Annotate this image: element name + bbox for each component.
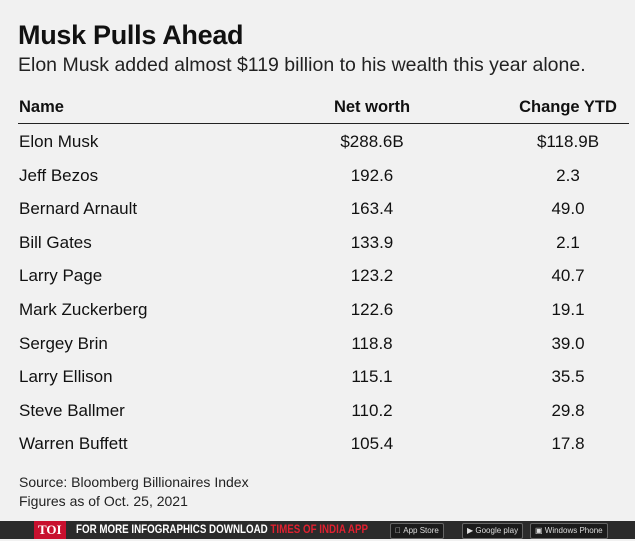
header-net-worth: Net worth bbox=[333, 98, 411, 116]
footer-banner: TOI FOR MORE INFOGRAPHICS DOWNLOAD TIMES… bbox=[0, 521, 635, 539]
cell-net-worth: 105.4 bbox=[350, 434, 394, 454]
table-row: Warren Buffett 105.4 17.8 bbox=[0, 434, 635, 467]
cell-net-worth: 110.2 bbox=[351, 400, 393, 420]
cell-name: Warren Buffett bbox=[19, 434, 128, 454]
header-divider bbox=[18, 123, 629, 124]
table-row: Bill Gates 133.9 2.1 bbox=[0, 233, 635, 266]
cell-name: Steve Ballmer bbox=[19, 400, 125, 420]
cell-net-worth: 133.9 bbox=[350, 232, 394, 252]
toi-logo: TOI bbox=[34, 521, 66, 539]
promo-red: TIMES OF INDIA APP bbox=[270, 524, 368, 536]
cell-name: Sergey Brin bbox=[19, 333, 108, 353]
cell-change-ytd: 29.8 bbox=[551, 400, 585, 420]
cell-net-worth: 122.6 bbox=[350, 300, 394, 319]
cell-change-ytd: $118.9B bbox=[536, 132, 600, 151]
cell-change-ytd: 35.5 bbox=[551, 367, 585, 387]
cell-name: Jeff Bezos bbox=[19, 165, 99, 185]
subtitle: Elon Musk added almost $119 billion to h… bbox=[18, 54, 586, 76]
cell-name: Bill Gates bbox=[19, 232, 92, 252]
cell-name: Bernard Arnault bbox=[19, 199, 138, 219]
promo-white: FOR MORE INFOGRAPHICS DOWNLOAD bbox=[75, 524, 271, 536]
table-row: Jeff Bezos 192.6 2.3 bbox=[0, 166, 635, 199]
header-change-ytd: Change YTD bbox=[519, 98, 617, 116]
cell-name: Mark Zuckerberg bbox=[19, 300, 148, 319]
cell-change-ytd: 17.8 bbox=[551, 434, 585, 454]
cell-net-worth: 118.8 bbox=[351, 333, 393, 353]
cell-name: Larry Ellison bbox=[19, 367, 113, 387]
cell-name: Elon Musk bbox=[19, 132, 99, 151]
table-row: Elon Musk $288.6B $118.9B bbox=[0, 132, 635, 165]
cell-change-ytd: 2.3 bbox=[556, 165, 580, 185]
cell-change-ytd: 39.0 bbox=[551, 333, 585, 353]
google-play-badge[interactable]: ▶ Google play bbox=[462, 523, 524, 539]
windows-phone-badge[interactable]: ▣ Windows Phone bbox=[530, 523, 608, 539]
cell-change-ytd: 40.7 bbox=[551, 266, 585, 286]
cell-change-ytd: 19.1 bbox=[551, 300, 585, 319]
source-note: Source: Bloomberg Billionaires Index bbox=[19, 474, 249, 490]
cell-net-worth: $288.6B bbox=[340, 132, 404, 151]
cell-net-worth: 123.2 bbox=[350, 266, 394, 286]
app-store-label: App Store bbox=[395, 526, 439, 535]
table-row: Larry Page 123.2 40.7 bbox=[0, 266, 635, 299]
cell-net-worth: 115.1 bbox=[351, 367, 393, 387]
table-row: Bernard Arnault 163.4 49.0 bbox=[0, 199, 635, 232]
date-note: Figures as of Oct. 25, 2021 bbox=[19, 493, 188, 509]
promo-text: FOR MORE INFOGRAPHICS DOWNLOAD TIMES OF … bbox=[76, 524, 368, 536]
table-row: Steve Ballmer 110.2 29.8 bbox=[0, 401, 635, 434]
cell-change-ytd: 2.1 bbox=[556, 232, 580, 252]
table-row: Mark Zuckerberg 122.6 19.1 bbox=[0, 300, 635, 333]
table-row: Sergey Brin 118.8 39.0 bbox=[0, 334, 635, 367]
cell-change-ytd: 49.0 bbox=[551, 199, 585, 219]
table-row: Larry Ellison 115.1 35.5 bbox=[0, 367, 635, 400]
windows-phone-label: Windows Phone bbox=[544, 526, 603, 535]
cell-net-worth: 163.4 bbox=[350, 199, 394, 219]
cell-name: Larry Page bbox=[19, 266, 103, 286]
page-title: Musk Pulls Ahead bbox=[18, 20, 244, 50]
cell-net-worth: 192.6 bbox=[350, 165, 394, 185]
app-store-badge[interactable]:  App Store bbox=[390, 523, 444, 539]
header-name: Name bbox=[19, 98, 64, 116]
google-play-label: Google play bbox=[475, 526, 519, 535]
